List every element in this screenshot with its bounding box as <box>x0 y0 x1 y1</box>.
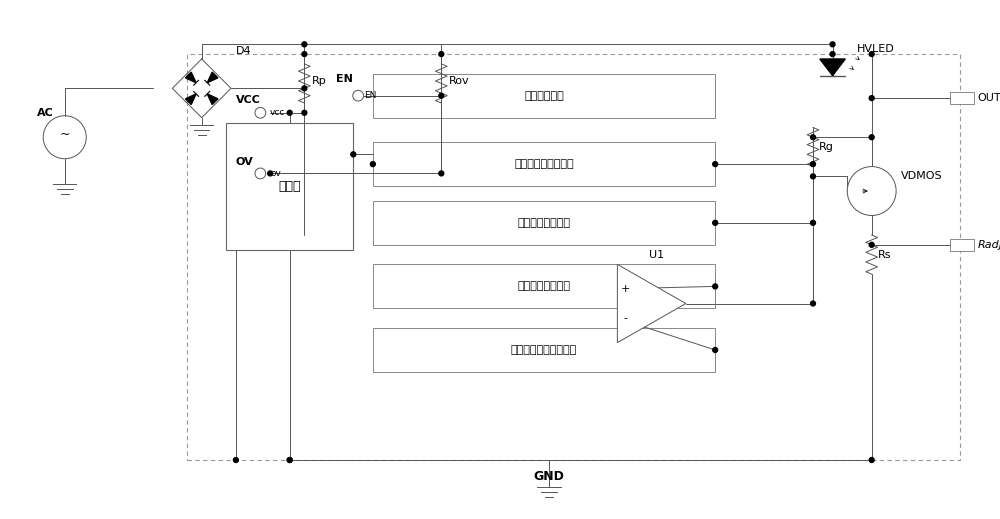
Text: 高温下负温漂电压基准: 高温下负温漂电压基准 <box>511 345 577 355</box>
Circle shape <box>351 152 356 157</box>
Text: 结温温度保护电路: 结温温度保护电路 <box>518 218 571 228</box>
Circle shape <box>255 107 266 118</box>
Circle shape <box>233 458 238 462</box>
Text: Rg: Rg <box>819 142 834 152</box>
Circle shape <box>713 348 718 352</box>
Text: AC: AC <box>37 108 54 118</box>
Circle shape <box>302 111 307 115</box>
Bar <box>373 201 715 245</box>
Circle shape <box>302 86 307 91</box>
Circle shape <box>439 52 444 57</box>
Polygon shape <box>617 264 686 343</box>
Polygon shape <box>185 72 196 83</box>
Text: EN: EN <box>336 74 353 84</box>
Circle shape <box>43 116 86 159</box>
Text: Rs: Rs <box>878 250 891 260</box>
Bar <box>373 328 715 372</box>
Text: OV: OV <box>236 157 254 167</box>
Text: vcc: vcc <box>270 108 286 117</box>
Circle shape <box>811 162 815 167</box>
Text: GND: GND <box>533 470 564 483</box>
Circle shape <box>830 42 835 47</box>
Circle shape <box>869 52 874 57</box>
Circle shape <box>353 90 364 101</box>
Text: VCC: VCC <box>236 95 261 105</box>
Circle shape <box>713 162 718 167</box>
Circle shape <box>830 52 835 57</box>
Text: EN: EN <box>364 91 376 100</box>
Text: 近零温漂电压基准: 近零温漂电压基准 <box>518 281 571 291</box>
Bar <box>226 122 353 250</box>
Text: +: + <box>621 284 630 294</box>
Polygon shape <box>207 94 218 104</box>
Text: Rov: Rov <box>449 76 470 87</box>
Polygon shape <box>185 94 196 104</box>
Circle shape <box>287 111 292 115</box>
Circle shape <box>302 42 307 47</box>
Circle shape <box>811 221 815 225</box>
Circle shape <box>869 95 874 101</box>
Circle shape <box>439 171 444 176</box>
Circle shape <box>713 221 718 225</box>
Circle shape <box>869 458 874 462</box>
Text: U1: U1 <box>649 250 664 260</box>
Circle shape <box>268 171 273 176</box>
Circle shape <box>255 168 266 179</box>
Circle shape <box>869 242 874 247</box>
Bar <box>373 264 715 308</box>
Text: HVLED: HVLED <box>857 44 895 54</box>
Text: ov: ov <box>270 169 281 178</box>
Circle shape <box>847 167 896 215</box>
Circle shape <box>811 135 815 140</box>
Bar <box>187 54 960 460</box>
Circle shape <box>287 458 292 462</box>
Text: ~: ~ <box>59 128 70 141</box>
Bar <box>950 239 974 251</box>
Text: Radj: Radj <box>977 240 1000 250</box>
Circle shape <box>302 52 307 57</box>
Circle shape <box>370 162 375 167</box>
Text: -: - <box>623 313 627 323</box>
Circle shape <box>439 93 444 98</box>
Polygon shape <box>820 59 845 76</box>
Text: D4: D4 <box>236 46 252 56</box>
Circle shape <box>713 284 718 289</box>
Circle shape <box>811 301 815 306</box>
Text: OUT: OUT <box>977 93 1000 103</box>
Text: Rp: Rp <box>312 76 327 87</box>
Bar <box>373 142 715 186</box>
Text: 调光使能控制: 调光使能控制 <box>524 91 564 101</box>
Polygon shape <box>207 72 218 83</box>
Text: VDMOS: VDMOS <box>901 171 943 181</box>
Circle shape <box>869 135 874 140</box>
Circle shape <box>287 458 292 462</box>
Text: 恒功率输出过压保护: 恒功率输出过压保护 <box>514 159 574 169</box>
Text: 稳压器: 稳压器 <box>278 180 301 193</box>
Bar <box>950 92 974 104</box>
Bar <box>373 74 715 118</box>
Circle shape <box>811 174 815 179</box>
